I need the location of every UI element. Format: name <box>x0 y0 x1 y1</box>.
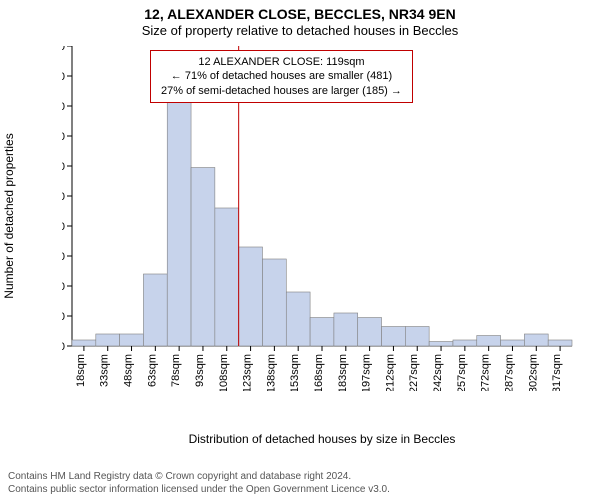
svg-text:33sqm: 33sqm <box>99 354 111 387</box>
svg-text:48sqm: 48sqm <box>123 354 135 387</box>
svg-text:108sqm: 108sqm <box>218 354 230 391</box>
legend-line-1: 12 ALEXANDER CLOSE: 119sqm <box>161 55 402 69</box>
svg-text:302sqm: 302sqm <box>527 354 539 391</box>
y-axis-label: Number of detached properties <box>2 46 22 386</box>
svg-text:60: 60 <box>62 251 65 263</box>
svg-text:287sqm: 287sqm <box>503 354 515 391</box>
svg-text:123sqm: 123sqm <box>242 354 254 391</box>
svg-text:183sqm: 183sqm <box>337 354 349 391</box>
svg-text:100: 100 <box>62 191 65 203</box>
svg-text:180: 180 <box>62 71 65 83</box>
footer-line-1: Contains HM Land Registry data © Crown c… <box>8 471 592 484</box>
svg-text:120: 120 <box>62 161 65 173</box>
svg-text:257sqm: 257sqm <box>456 354 468 391</box>
svg-text:242sqm: 242sqm <box>432 354 444 391</box>
chart-subtitle: Size of property relative to detached ho… <box>0 23 600 38</box>
svg-text:153sqm: 153sqm <box>289 354 301 391</box>
summary-legend-box: 12 ALEXANDER CLOSE: 119sqm ← 71% of deta… <box>150 50 413 103</box>
svg-text:63sqm: 63sqm <box>146 354 158 387</box>
svg-text:272sqm: 272sqm <box>480 354 492 391</box>
svg-text:317sqm: 317sqm <box>551 354 563 391</box>
svg-text:0: 0 <box>62 341 65 353</box>
svg-text:227sqm: 227sqm <box>408 354 420 391</box>
svg-text:138sqm: 138sqm <box>265 354 277 391</box>
svg-text:140: 140 <box>62 131 65 143</box>
legend-line-2: ← 71% of detached houses are smaller (48… <box>161 69 402 83</box>
legend-line-3: 27% of semi-detached houses are larger (… <box>161 84 402 98</box>
svg-text:168sqm: 168sqm <box>313 354 325 391</box>
svg-text:197sqm: 197sqm <box>361 354 373 391</box>
svg-text:20: 20 <box>62 311 65 323</box>
svg-text:160: 160 <box>62 101 65 113</box>
footer-line-2: Contains public sector information licen… <box>8 484 592 497</box>
svg-text:200: 200 <box>62 46 65 53</box>
svg-text:40: 40 <box>62 281 65 293</box>
svg-text:80: 80 <box>62 221 65 233</box>
svg-text:78sqm: 78sqm <box>170 354 182 387</box>
svg-text:18sqm: 18sqm <box>75 354 87 387</box>
svg-text:93sqm: 93sqm <box>194 354 206 387</box>
svg-text:212sqm: 212sqm <box>384 354 396 391</box>
chart-main-title: 12, ALEXANDER CLOSE, BECCLES, NR34 9EN <box>0 6 600 22</box>
attribution-footer: Contains HM Land Registry data © Crown c… <box>8 471 592 496</box>
x-axis-title: Distribution of detached houses by size … <box>62 432 582 446</box>
